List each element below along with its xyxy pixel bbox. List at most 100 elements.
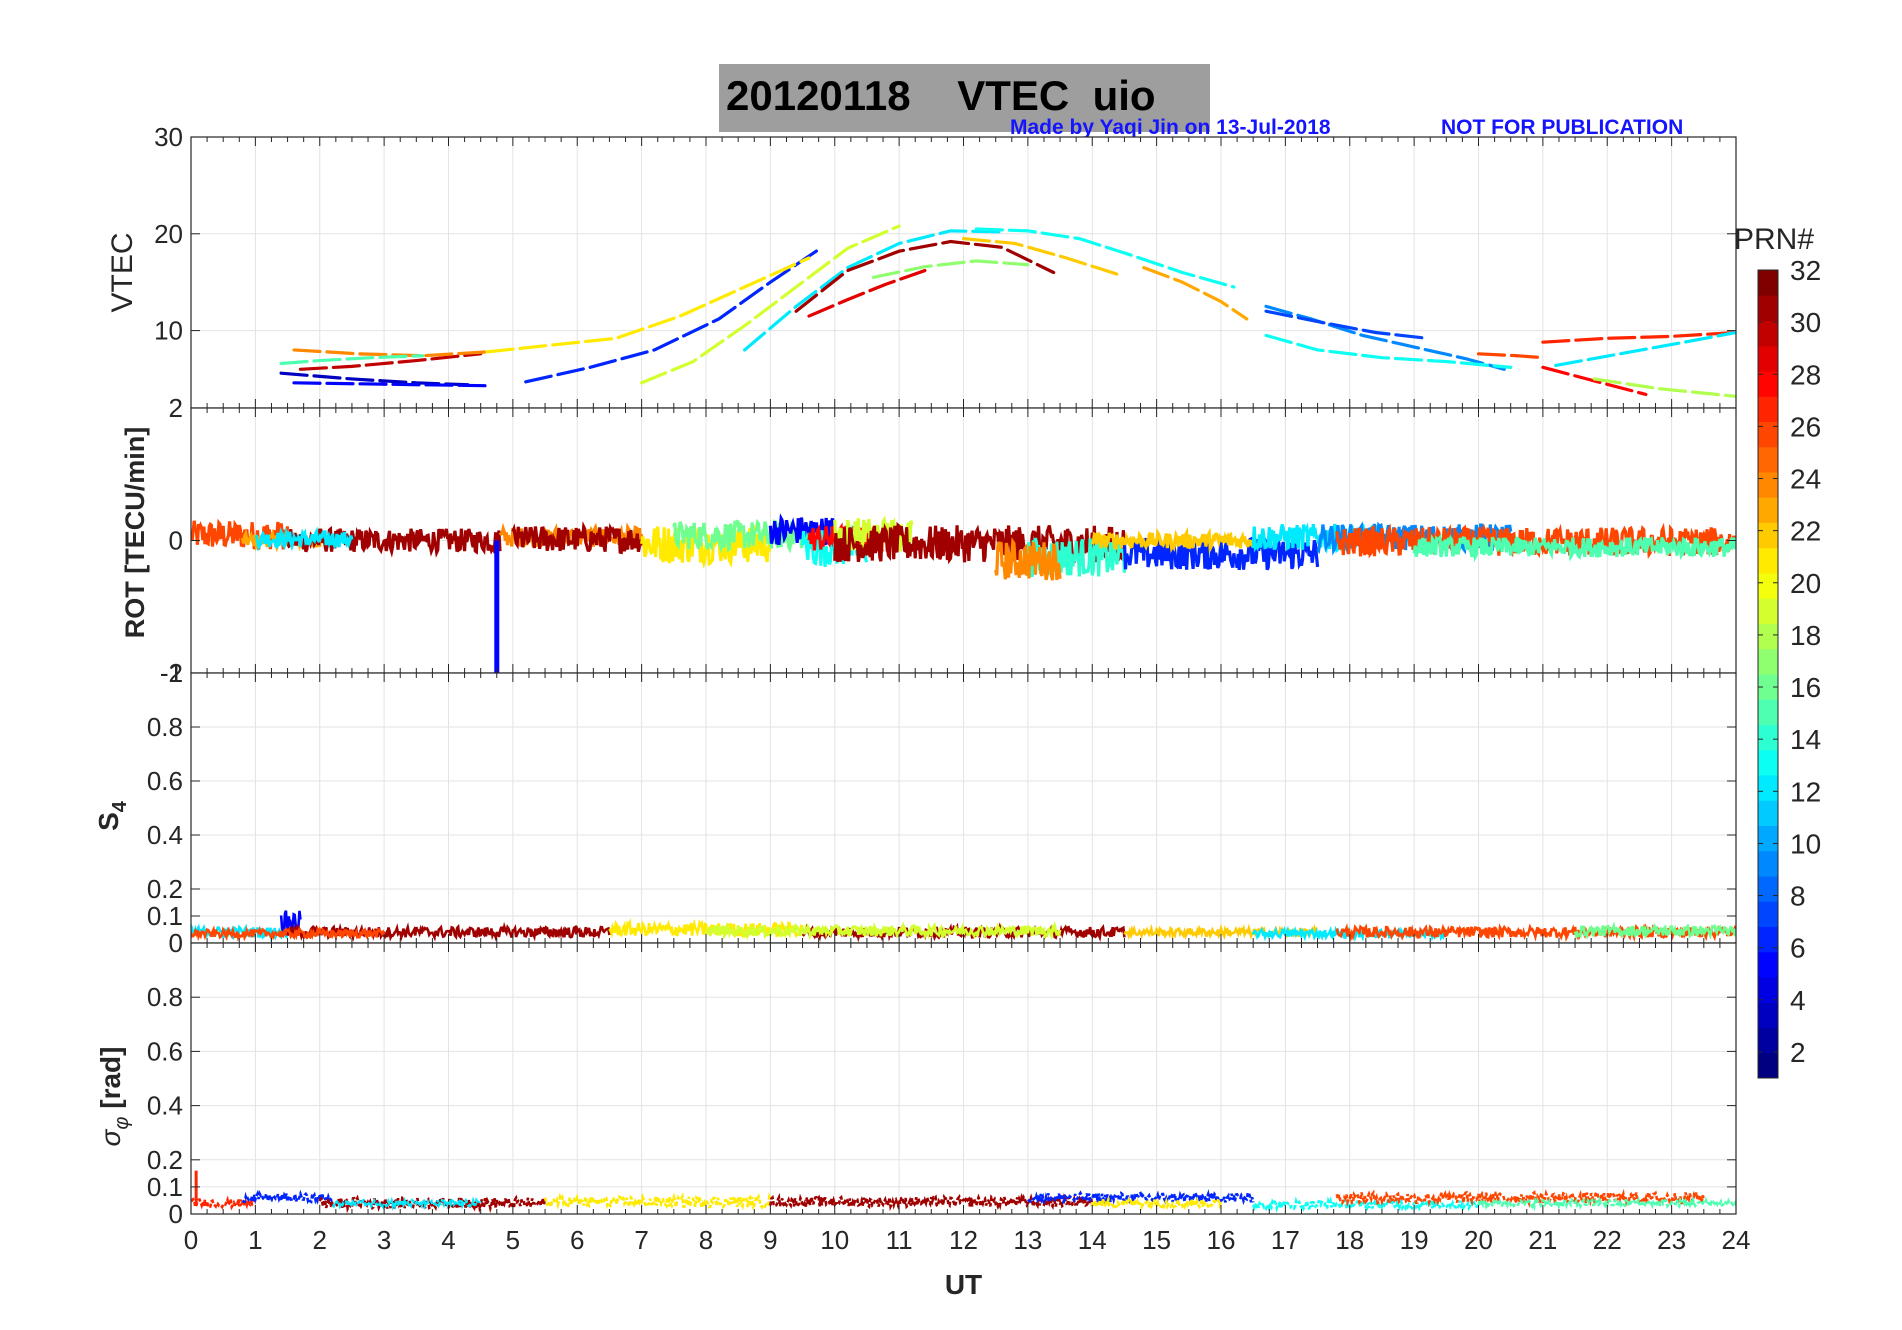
y-axis-label-main: σ xyxy=(95,1128,126,1146)
x-axis-label: UT xyxy=(945,1269,982,1300)
colorbar-tick-label: 22 xyxy=(1790,516,1821,547)
colorbar-cell xyxy=(1758,850,1778,877)
series-prn-26 xyxy=(1476,352,1545,360)
y-tick-label: 30 xyxy=(154,122,183,152)
colorbar-cell xyxy=(1758,421,1778,448)
colorbar-cell xyxy=(1758,345,1778,372)
colorbar-cell xyxy=(1758,472,1778,498)
x-tick-label: 15 xyxy=(1142,1225,1171,1255)
colorbar-cell xyxy=(1758,1002,1778,1028)
colorbar-tick-label: 10 xyxy=(1790,828,1821,859)
band-prn-16 xyxy=(1573,921,1736,940)
y-axis-label-main: S xyxy=(93,812,124,831)
x-tick-label: 20 xyxy=(1464,1225,1493,1255)
band-prn-6 xyxy=(1026,1188,1255,1207)
y-axis-label: σφ [rad] xyxy=(95,1047,133,1147)
y-tick-label: 20 xyxy=(154,219,183,249)
colorbar-cell xyxy=(1758,749,1778,776)
colorbar-cell xyxy=(1758,648,1778,675)
series-prn-6 xyxy=(524,245,824,384)
series-prn-13b xyxy=(1264,333,1513,369)
y-tick-label: 0 xyxy=(169,526,183,556)
y-tick-label: 10 xyxy=(154,316,183,346)
series-prn-5 xyxy=(292,381,489,388)
series-prn-29 xyxy=(807,268,927,318)
colorbar-cell xyxy=(1758,598,1778,624)
colorbar-cell xyxy=(1758,977,1778,1003)
series-prn-9 xyxy=(1264,304,1506,371)
x-tick-label: 24 xyxy=(1722,1225,1751,1255)
band-prn-31 xyxy=(286,525,502,558)
y-axis-label: S4 xyxy=(93,800,131,831)
y-tick-label: 0 xyxy=(169,1199,183,1229)
series-prn-12 xyxy=(743,229,1004,352)
series-prn-23 xyxy=(1142,266,1249,321)
series-prn-28 xyxy=(1541,365,1648,397)
x-tick-label: 10 xyxy=(820,1225,849,1255)
colorbar-frame xyxy=(1757,269,1779,1079)
colorbar-cell xyxy=(1758,497,1778,523)
credit-note: Made by Yaqi Jin on 13-Jul-2018 xyxy=(1010,116,1331,139)
band-prn-12 xyxy=(254,526,354,552)
publication-notice: NOT FOR PUBLICATION xyxy=(1441,116,1684,139)
y-axis-label-sub: 4 xyxy=(109,800,131,812)
colorbar-cell xyxy=(1758,295,1778,321)
band-prn-26 xyxy=(1335,1188,1706,1208)
x-ticks xyxy=(190,673,1737,943)
colorbar-tick-label: 24 xyxy=(1790,464,1821,495)
y-tick-label: 0.6 xyxy=(147,766,183,796)
y-tick-label: 0.8 xyxy=(147,712,183,742)
band-prn-13 xyxy=(1251,1196,1480,1214)
colorbar-tick-label: 32 xyxy=(1790,255,1821,286)
x-tick-label: 18 xyxy=(1335,1225,1364,1255)
series-prn-12b xyxy=(1554,330,1736,368)
colorbar-tick-label: 12 xyxy=(1790,776,1821,807)
y-tick-label: 0.4 xyxy=(147,820,183,850)
band-prn-19 xyxy=(704,920,1062,941)
band-prn-31 xyxy=(511,521,644,555)
y-tick-label: 0.8 xyxy=(147,982,183,1012)
series-prn-15 xyxy=(279,354,425,366)
colorbar-tick-label: 18 xyxy=(1790,620,1821,651)
y-axis-label: ROT [TECU/min] xyxy=(120,427,150,638)
panel-rot: -2 0 2 -1 ROT [TECU/min] xyxy=(120,393,1737,688)
x-tick-label: 0 xyxy=(184,1225,198,1255)
colorbar-tick-label: 4 xyxy=(1790,985,1806,1016)
y-tick-label-overlap: -1 xyxy=(160,658,183,688)
y-tick-label: 0.6 xyxy=(147,1036,183,1066)
colorbar-cell xyxy=(1758,800,1778,826)
x-tick-label: 9 xyxy=(763,1225,777,1255)
panel-sigma_phi: 00.10.20.40.60.8σφ [rad]0 1 2 3 4 5 6 7 8 9 10 11 12… xyxy=(95,942,1751,1300)
x-tick-label: 12 xyxy=(949,1225,978,1255)
x-tick-label: 22 xyxy=(1593,1225,1622,1255)
panel-vtec: 10 20 30 VTEC xyxy=(106,122,1737,409)
y-axis-label-sub: φ xyxy=(111,1117,133,1130)
x-tick-label: 7 xyxy=(634,1225,648,1255)
x-tick-label: 14 xyxy=(1078,1225,1107,1255)
y-tick-label: -2 xyxy=(160,658,183,688)
series-prn-3 xyxy=(279,371,470,387)
x-tick-label: 2 xyxy=(313,1225,327,1255)
gridlines xyxy=(190,673,1737,944)
colorbar-cell xyxy=(1758,951,1778,978)
colorbar-cell xyxy=(1758,674,1778,700)
colorbar-cell xyxy=(1758,522,1778,549)
colorbar-cell xyxy=(1758,901,1778,927)
x-tick-label: 16 xyxy=(1207,1225,1236,1255)
band-prn-31 xyxy=(318,1194,547,1214)
series-prn-24 xyxy=(292,348,489,358)
band-prn-21 xyxy=(543,1191,772,1212)
band-prn-15 xyxy=(1412,533,1736,563)
colorbar-cell xyxy=(1758,876,1778,902)
series-prn-31 xyxy=(794,239,1056,313)
series-prn-30 xyxy=(298,352,483,371)
y-tick-label: 0.1 xyxy=(147,1172,183,1202)
colorbar-cell xyxy=(1758,699,1778,725)
colorbar-cell xyxy=(1758,573,1778,599)
band-prn-26 xyxy=(191,925,386,942)
colorbar-cell xyxy=(1758,371,1778,397)
data-layer xyxy=(279,224,1736,398)
colorbar-tick-label: 2 xyxy=(1790,1037,1806,1068)
